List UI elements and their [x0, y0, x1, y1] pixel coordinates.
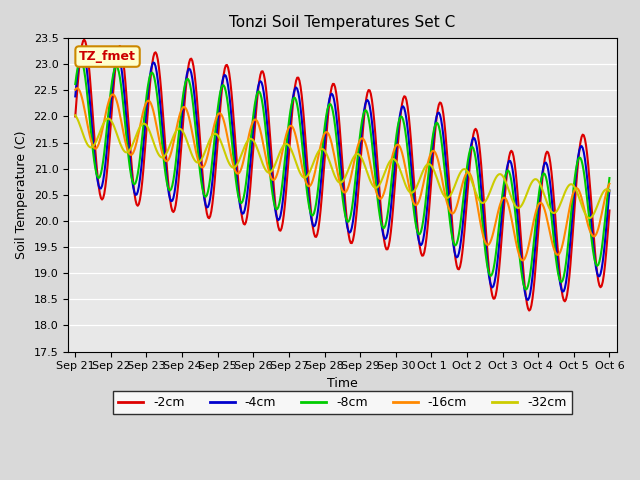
-2cm: [397, 109, 404, 115]
-32cm: [605, 188, 613, 194]
-16cm: [371, 185, 379, 191]
-32cm: [396, 166, 404, 172]
-4cm: [559, 288, 566, 294]
-16cm: [298, 162, 305, 168]
-2cm: [525, 308, 533, 313]
-16cm: [518, 258, 526, 264]
-8cm: [72, 81, 79, 87]
-8cm: [465, 152, 473, 157]
-32cm: [586, 215, 593, 221]
-8cm: [397, 114, 404, 120]
-4cm: [371, 154, 379, 160]
-2cm: [559, 293, 566, 299]
-4cm: [605, 188, 613, 193]
-16cm: [239, 162, 246, 168]
-8cm: [371, 173, 379, 179]
-32cm: [72, 112, 79, 118]
-4cm: [239, 211, 246, 216]
Text: TZ_fmet: TZ_fmet: [79, 50, 136, 63]
-16cm: [74, 85, 81, 91]
Line: -32cm: -32cm: [76, 115, 609, 218]
Line: -8cm: -8cm: [76, 60, 609, 289]
-8cm: [559, 277, 566, 283]
-4cm: [72, 94, 79, 99]
-4cm: [465, 158, 473, 164]
-8cm: [522, 287, 530, 292]
Line: -2cm: -2cm: [76, 40, 609, 311]
-16cm: [465, 169, 473, 175]
-16cm: [559, 241, 566, 247]
Title: Tonzi Soil Temperatures Set C: Tonzi Soil Temperatures Set C: [229, 15, 456, 30]
Line: -16cm: -16cm: [76, 88, 609, 261]
-2cm: [371, 130, 379, 136]
-8cm: [77, 57, 84, 63]
-8cm: [605, 175, 613, 181]
-32cm: [464, 169, 472, 175]
-8cm: [298, 136, 305, 142]
Legend: -2cm, -4cm, -8cm, -16cm, -32cm: -2cm, -4cm, -8cm, -16cm, -32cm: [113, 391, 572, 414]
X-axis label: Time: Time: [327, 377, 358, 390]
-2cm: [81, 37, 88, 43]
-2cm: [239, 217, 246, 223]
-32cm: [237, 152, 245, 157]
-4cm: [397, 108, 404, 113]
-2cm: [465, 172, 473, 178]
-16cm: [605, 181, 613, 187]
Line: -4cm: -4cm: [76, 50, 609, 300]
-4cm: [524, 297, 532, 303]
-32cm: [557, 201, 564, 207]
-2cm: [605, 208, 613, 214]
-4cm: [298, 115, 305, 121]
-32cm: [371, 184, 378, 190]
-16cm: [72, 87, 79, 93]
-2cm: [298, 92, 305, 98]
-4cm: [78, 47, 86, 53]
-2cm: [72, 114, 79, 120]
-16cm: [397, 146, 404, 152]
Y-axis label: Soil Temperature (C): Soil Temperature (C): [15, 131, 28, 259]
-8cm: [239, 198, 246, 204]
-32cm: [297, 171, 305, 177]
